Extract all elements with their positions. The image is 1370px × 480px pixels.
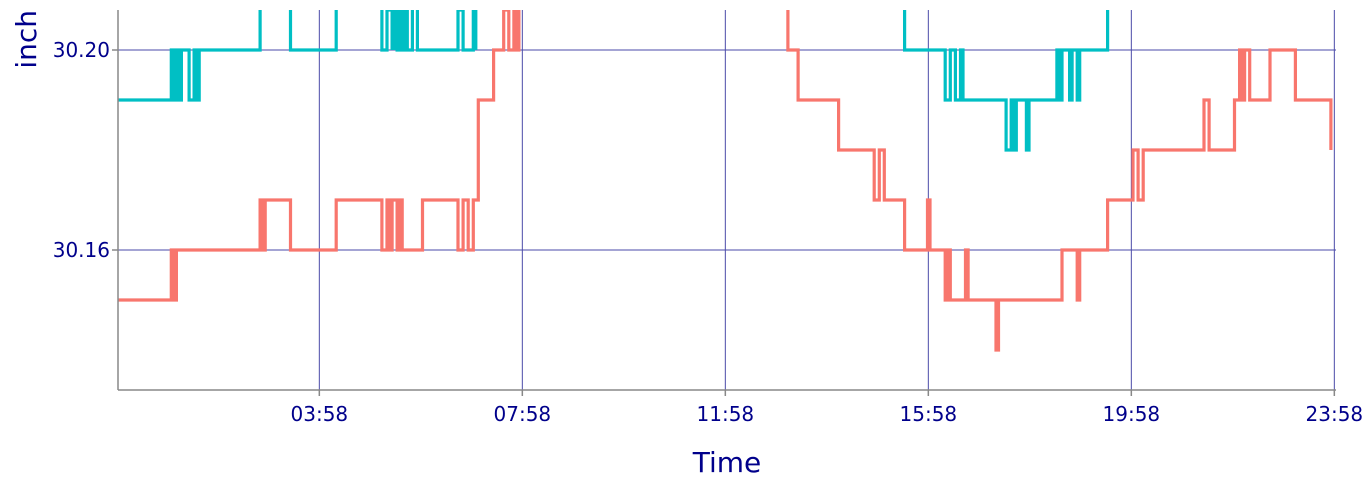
series-1-line — [118, 10, 262, 102]
x-axis-title: Time — [692, 446, 762, 479]
series-2-line — [118, 10, 521, 302]
x-tick-label: 07:58 — [494, 402, 552, 426]
x-tick-label: 23:58 — [1306, 402, 1364, 426]
series-1-line — [380, 10, 394, 52]
x-tick-label: 11:58 — [697, 402, 755, 426]
y-tick-label: 30.16 — [53, 238, 110, 262]
x-tick-label: 19:58 — [1103, 402, 1161, 426]
series-1-line — [415, 10, 478, 52]
series-1-line — [393, 10, 414, 52]
series-1 — [118, 10, 1110, 152]
x-tick-label: 15:58 — [900, 402, 958, 426]
series-layer — [118, 10, 1333, 352]
grid-lines — [118, 10, 1336, 390]
series-2-line — [786, 10, 1333, 352]
y-axis-title: inch — [10, 10, 43, 69]
series-1-line — [288, 10, 338, 52]
x-tick-labels: 03:58 07:58 11:58 15:58 19:58 23:58 — [291, 390, 1364, 426]
series-1-line — [902, 10, 1110, 152]
y-tick-labels: 30.16 30.20 — [53, 38, 118, 262]
y-tick-label: 30.20 — [53, 38, 110, 62]
x-tick-label: 03:58 — [291, 402, 349, 426]
series-2 — [118, 10, 1333, 352]
